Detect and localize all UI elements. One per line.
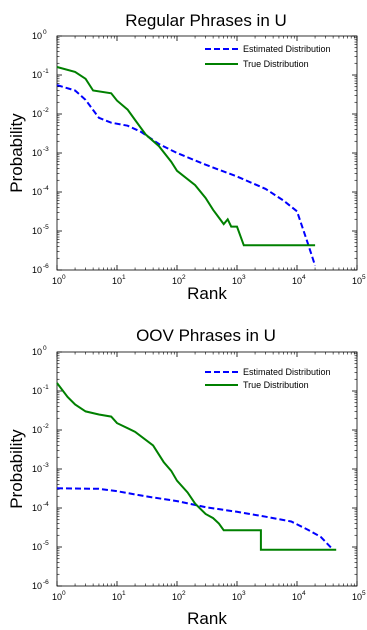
y-tick-label: 10 — [32, 581, 42, 591]
x-tick-exponent: 4 — [302, 274, 306, 281]
true-distribution-line — [56, 66, 316, 247]
x-axis-label: Rank — [187, 609, 227, 628]
x-tick-exponent: 3 — [242, 590, 246, 597]
chart-regular-phrases: Regular Phrases in U 10 0 10 1 10 2 10 3 10 4 10 5 … — [7, 11, 366, 303]
legend-label-estimated: Estimated Distribution — [243, 44, 331, 54]
legend: Estimated Distribution True Distribution — [205, 367, 331, 390]
chart-oov-phrases: OOV Phrases in U 10 0 10 1 10 2 10 3 10 4 10 5 10 -6… — [7, 326, 366, 628]
x-tick-label: 10 — [52, 592, 62, 602]
x-tick-label: 10 — [352, 592, 362, 602]
legend-label-true: True Distribution — [243, 59, 309, 69]
x-axis-label: Rank — [187, 284, 227, 303]
y-tick-exponent: -4 — [43, 185, 49, 192]
x-tick-exponent: 0 — [62, 274, 66, 281]
chart-title: OOV Phrases in U — [136, 326, 276, 345]
x-tick-label: 10 — [232, 276, 242, 286]
y-tick-exponent: -6 — [43, 263, 49, 270]
legend-label-estimated: Estimated Distribution — [243, 367, 331, 377]
y-tick-label: 10 — [32, 109, 42, 119]
legend-label-true: True Distribution — [243, 380, 309, 390]
x-tick-exponent: 2 — [182, 274, 186, 281]
y-tick-exponent: -1 — [43, 384, 49, 391]
x-ticks: 10 0 10 1 10 2 10 3 10 4 10 5 — [52, 352, 366, 602]
estimated-distribution-line — [56, 487, 334, 551]
y-tick-label: 10 — [32, 187, 42, 197]
y-axis-label: Probability — [7, 113, 26, 193]
x-tick-exponent: 4 — [302, 590, 306, 597]
y-tick-label: 10 — [32, 503, 42, 513]
x-tick-exponent: 1 — [122, 590, 126, 597]
x-tick-label: 10 — [112, 276, 122, 286]
x-tick-label: 10 — [292, 276, 302, 286]
x-tick-exponent: 0 — [62, 590, 66, 597]
y-tick-label: 10 — [32, 347, 42, 357]
x-tick-exponent: 5 — [362, 274, 366, 281]
x-tick-label: 10 — [52, 276, 62, 286]
y-tick-label: 10 — [32, 226, 42, 236]
y-axis-label: Probability — [7, 429, 26, 509]
y-tick-label: 10 — [32, 464, 42, 474]
y-tick-label: 10 — [32, 148, 42, 158]
x-tick-label: 10 — [112, 592, 122, 602]
plot-area — [56, 35, 358, 271]
x-tick-label: 10 — [232, 592, 242, 602]
y-tick-label: 10 — [32, 70, 42, 80]
y-tick-exponent: -3 — [43, 462, 49, 469]
x-tick-label: 10 — [352, 276, 362, 286]
y-tick-exponent: -5 — [43, 540, 49, 547]
y-tick-exponent: -3 — [43, 146, 49, 153]
estimated-distribution-line — [56, 84, 317, 266]
y-tick-exponent: -6 — [43, 579, 49, 586]
y-tick-label: 10 — [32, 425, 42, 435]
y-tick-exponent: -5 — [43, 224, 49, 231]
y-tick-label: 10 — [32, 31, 42, 41]
legend: Estimated Distribution True Distribution — [205, 44, 331, 69]
x-tick-exponent: 3 — [242, 274, 246, 281]
y-tick-exponent: 0 — [43, 29, 47, 36]
true-distribution-line — [56, 382, 337, 551]
x-tick-label: 10 — [172, 276, 182, 286]
y-tick-exponent: -2 — [43, 423, 49, 430]
x-tick-label: 10 — [292, 592, 302, 602]
series-lines — [56, 66, 317, 266]
plot-area — [56, 351, 358, 587]
y-tick-label: 10 — [32, 265, 42, 275]
y-tick-exponent: -2 — [43, 107, 49, 114]
chart-title: Regular Phrases in U — [125, 11, 287, 30]
x-tick-exponent: 1 — [122, 274, 126, 281]
y-tick-label: 10 — [32, 542, 42, 552]
x-tick-exponent: 2 — [182, 590, 186, 597]
series-lines — [56, 382, 337, 551]
x-ticks: 10 0 10 1 10 2 10 3 10 4 10 5 — [52, 36, 366, 286]
y-tick-label: 10 — [32, 386, 42, 396]
x-tick-label: 10 — [172, 592, 182, 602]
y-tick-exponent: -4 — [43, 501, 49, 508]
x-tick-exponent: 5 — [362, 590, 366, 597]
y-tick-exponent: -1 — [43, 68, 49, 75]
y-tick-exponent: 0 — [43, 345, 47, 352]
